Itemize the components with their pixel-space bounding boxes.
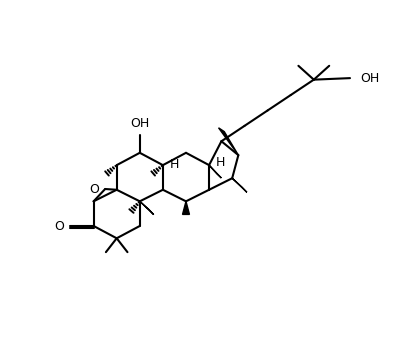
Text: OH: OH xyxy=(360,72,379,85)
Polygon shape xyxy=(183,201,189,214)
Text: O: O xyxy=(55,220,64,233)
Polygon shape xyxy=(140,201,154,215)
Text: H: H xyxy=(170,158,179,171)
Polygon shape xyxy=(232,178,247,192)
Text: O: O xyxy=(89,183,99,196)
Text: H: H xyxy=(216,156,226,169)
Polygon shape xyxy=(209,165,221,178)
Polygon shape xyxy=(218,128,239,155)
Text: OH: OH xyxy=(130,117,150,130)
